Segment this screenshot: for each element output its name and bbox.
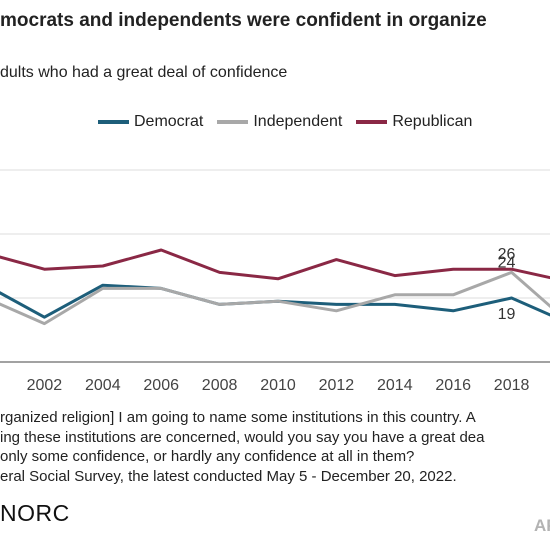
chart-subtitle: dults who had a great deal of confidence bbox=[0, 64, 288, 81]
note-line-2: ing these institutions are concerned, wo… bbox=[0, 428, 485, 446]
note-line-4: eral Social Survey, the latest conducted… bbox=[0, 467, 457, 485]
x-tick-label: 2008 bbox=[202, 377, 238, 394]
x-tick-label: 2004 bbox=[85, 377, 121, 394]
series-line-republican bbox=[0, 248, 550, 281]
x-tick-label: 2012 bbox=[319, 377, 355, 394]
note-line-1: rganized religion] I am going to name so… bbox=[0, 409, 476, 426]
x-tick-label: 2016 bbox=[435, 377, 471, 394]
legend-item-democrat: Democrat bbox=[98, 113, 203, 131]
chart-legend: Democrat Independent Republican bbox=[98, 113, 472, 131]
line-chart: 20022004200620082010201220142016201820 2… bbox=[0, 169, 550, 394]
note-line-3: only some confidence, or hardly any conf… bbox=[0, 448, 415, 465]
x-tick-label: 2010 bbox=[260, 377, 296, 394]
data-label-democrat: 19 bbox=[498, 306, 516, 323]
ap-logo: AP bbox=[534, 516, 550, 535]
series-lines bbox=[0, 248, 550, 326]
x-tick-label: 2018 bbox=[494, 377, 530, 394]
legend-label-independent: Independent bbox=[253, 113, 343, 130]
legend-label-republican: Republican bbox=[392, 113, 473, 130]
x-axis-ticks: 20022004200620082010201220142016201820 bbox=[27, 377, 530, 394]
x-tick-label: 2006 bbox=[143, 377, 179, 394]
data-label-independent: 24 bbox=[498, 254, 516, 271]
legend-item-independent: Independent bbox=[217, 113, 342, 131]
legend-label-democrat: Democrat bbox=[134, 113, 204, 130]
data-label-republican: 26 bbox=[498, 246, 516, 263]
chart-notes: rganized religion] I am going to name so… bbox=[0, 408, 484, 486]
series-line-independent bbox=[0, 270, 550, 326]
data-labels: 2624192 bbox=[498, 246, 516, 323]
x-tick-label: 2014 bbox=[377, 377, 413, 394]
legend-item-republican: Republican bbox=[356, 113, 472, 131]
norc-logo: NORC bbox=[0, 500, 70, 526]
legend-swatch-republican bbox=[356, 120, 388, 124]
legend-swatch-independent bbox=[217, 120, 249, 124]
x-tick-label: 2002 bbox=[27, 377, 63, 394]
series-line-democrat bbox=[0, 283, 550, 319]
chart-title: mocrats and independents were confident … bbox=[0, 10, 487, 31]
legend-swatch-democrat bbox=[98, 120, 129, 124]
grid-lines bbox=[0, 169, 550, 363]
